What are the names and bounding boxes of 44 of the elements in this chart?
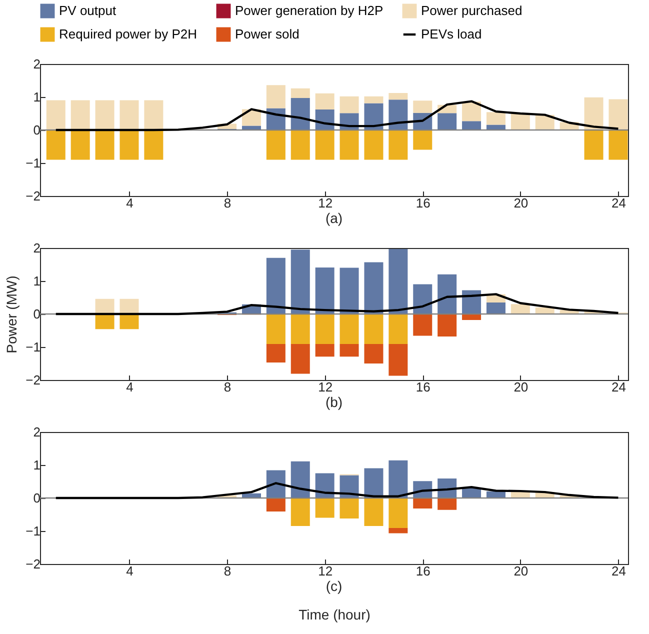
x-tick-label: 4 (126, 380, 134, 394)
y-tick-label: −1 (26, 524, 40, 538)
legend-label: PV output (59, 2, 116, 18)
x-tick-label: 16 (416, 196, 430, 210)
y-tick-label: 1 (33, 90, 40, 104)
y-tick-label: −2 (26, 372, 40, 388)
x-tick-label: 16 (416, 564, 430, 578)
x-tick-label: 12 (318, 564, 333, 578)
legend-label: PEVs load (421, 26, 482, 42)
text: (a) (325, 210, 343, 226)
x-tick-label: 24 (611, 564, 626, 578)
x-tick-label: 16 (416, 380, 430, 394)
y-tick-label: −1 (26, 340, 40, 354)
y-tick-label: 1 (33, 458, 40, 472)
x-tick-label: 4 (126, 564, 134, 578)
y-tick-label: 0 (33, 122, 40, 138)
text: (b) (325, 394, 343, 410)
y-tick-label: 2 (33, 424, 40, 440)
legend-label: Power purchased (421, 2, 522, 18)
x-tick-label: 24 (611, 196, 626, 210)
legend-label: Required power by P2H (59, 26, 198, 42)
y-tick-label: 0 (33, 490, 40, 506)
x-tick-label: 4 (126, 196, 134, 210)
x-tick-label: 20 (514, 564, 528, 578)
x-tick-label: 12 (318, 380, 333, 394)
y-tick-label: −2 (26, 556, 40, 572)
y-tick-label: 0 (33, 306, 40, 322)
x-tick-label: 24 (611, 380, 626, 394)
y-tick-label: 2 (33, 56, 40, 72)
x-tick-label: 8 (224, 380, 232, 394)
y-tick-label: 2 (33, 240, 40, 256)
y-tick-label: −1 (26, 156, 40, 170)
legend-label: Power generation by H2P (235, 2, 384, 18)
y-tick-label: 1 (33, 274, 40, 288)
x-tick-label: 20 (514, 196, 528, 210)
x-axis-title: Time (hour) (298, 606, 370, 622)
y-axis-title: Power (MW) (4, 276, 20, 354)
x-tick-label: 12 (318, 196, 333, 210)
x-tick-label: 20 (514, 380, 528, 394)
x-tick-label: 8 (224, 564, 232, 578)
legend-label: Power sold (235, 26, 300, 42)
text: (c) (326, 578, 342, 594)
x-tick-label: 8 (224, 196, 232, 210)
y-tick-label: −2 (26, 188, 40, 204)
